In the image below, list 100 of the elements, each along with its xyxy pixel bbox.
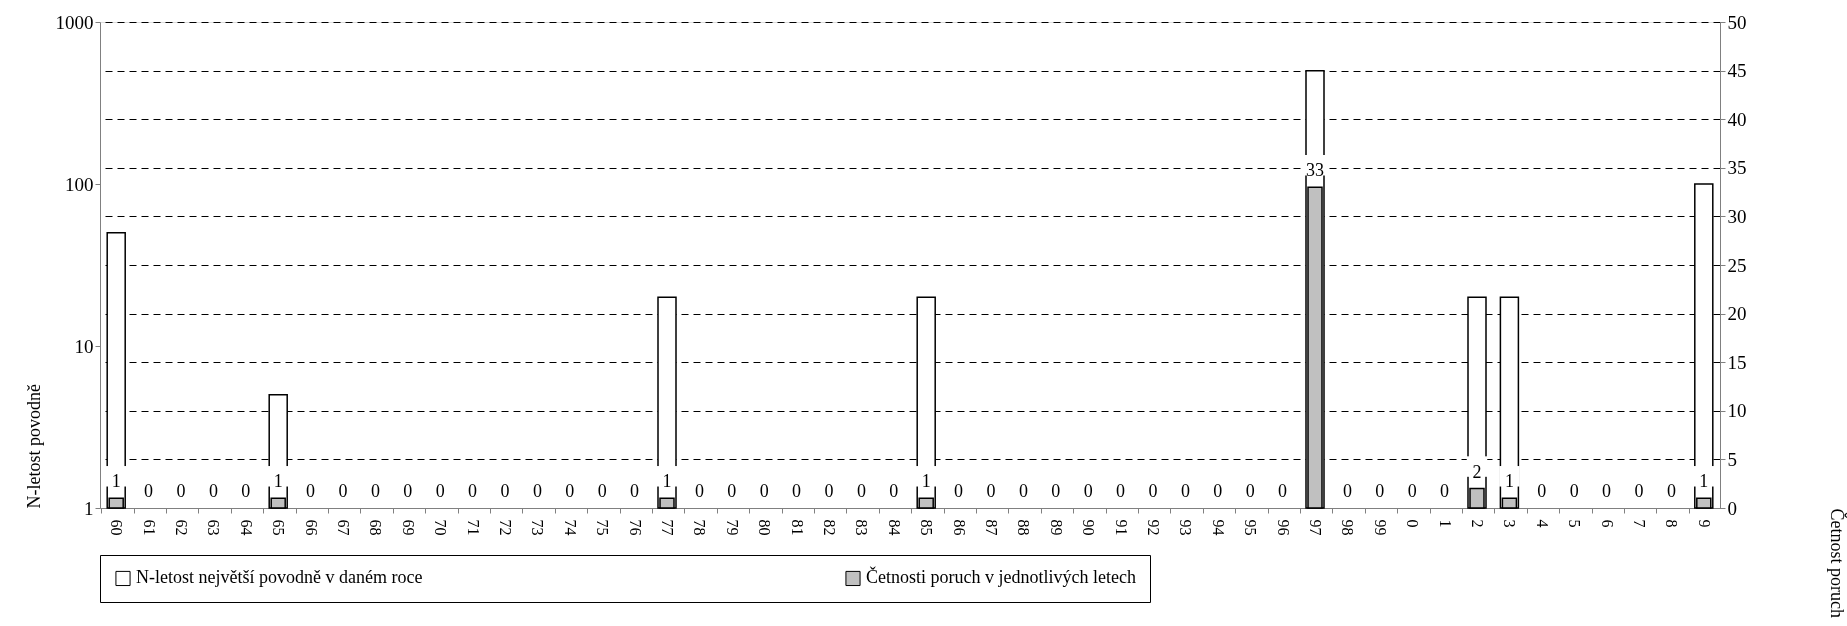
data-label: 0 [241,481,251,501]
data-label: 2 [1472,461,1482,482]
data-label: 0 [889,481,899,501]
y-tick-label: 100 [65,173,94,195]
data-label: 0 [727,481,737,501]
data-label: 0 [1602,481,1612,501]
data-label: 0 [1375,481,1385,501]
x-tick-label: 7 [1631,519,1648,528]
x-tick-label: 62 [173,519,190,536]
data-label: 0 [856,481,866,501]
x-tick-label: 97 [1307,519,1324,536]
x-tick-label: 82 [821,519,838,536]
y2-tick-label: 45 [1727,60,1747,82]
data-label: 0 [500,481,510,501]
data-label: 0 [824,481,834,501]
x-tick-label: 6 [1598,519,1616,528]
data-label: 0 [370,481,380,501]
x-tick-label: 2 [1469,519,1486,528]
data-label: 1 [1504,471,1514,492]
data-label: 0 [792,481,802,501]
data-label: 0 [1666,481,1676,501]
x-tick-label: 79 [723,519,741,536]
data-label: 0 [1051,481,1061,501]
x-tick-label: 76 [626,519,644,536]
data-label: 0 [1116,481,1126,501]
x-tick-label: 85 [918,519,936,536]
x-tick-label: 95 [1242,519,1260,536]
x-tick-label: 90 [1080,519,1098,536]
data-label: 0 [1634,481,1644,501]
data-label: 0 [630,481,640,501]
data-label: 0 [1148,481,1158,501]
x-tick-label: 60 [108,519,126,536]
data-label: 0 [1440,481,1450,501]
y2-tick-label: 25 [1727,254,1747,276]
data-label: 1 [273,471,283,492]
x-tick-label: 74 [561,519,579,536]
data-label: 0 [1083,481,1093,501]
x-tick-label: 92 [1145,519,1162,536]
x-tick-label: 4 [1533,519,1551,528]
data-label: 1 [111,471,121,492]
data-label: 0 [468,481,478,501]
y2-tick-label: 10 [1727,400,1747,422]
y2-tick-label: 30 [1727,205,1747,227]
y2-tick-label: 20 [1727,303,1747,325]
x-tick-label: 99 [1371,519,1389,536]
x-tick-label: 91 [1112,519,1130,536]
data-label: 0 [532,481,542,501]
x-tick-label: 70 [432,519,450,536]
x-tick-label: 96 [1274,519,1292,536]
data-label: 33 [1306,160,1324,181]
y2-tick-label: 35 [1727,157,1747,179]
data-label: 0 [208,481,218,501]
data-label: 0 [759,481,769,501]
x-tick-label: 8 [1663,519,1681,528]
data-label: 1 [662,471,672,492]
x-tick-label: 78 [691,519,709,536]
x-tick-label: 98 [1339,519,1357,536]
x-tick-label: 77 [659,519,676,536]
data-label: 0 [1180,481,1190,501]
x-tick-label: 81 [788,519,806,536]
data-label: 0 [403,481,413,501]
data-label: 0 [144,481,154,501]
x-tick-label: 80 [756,519,774,536]
x-tick-label: 68 [367,519,385,536]
x-tick-label: 3 [1501,519,1519,528]
x-tick-label: 88 [1015,519,1033,536]
data-label: 0 [986,481,996,501]
x-tick-label: 72 [497,519,514,536]
data-label: 1 [921,471,931,492]
x-tick-label: 73 [529,519,547,536]
y-tick-label: 1000 [55,11,94,33]
legend-label: N-letost největší povodně v daném roce [136,567,423,588]
data-label: 0 [1213,481,1223,501]
data-label: 0 [565,481,575,501]
x-tick-label: 84 [885,519,903,536]
x-tick-label: 1 [1436,519,1454,528]
data-label: 0 [1018,481,1028,501]
x-tick-label: 89 [1047,519,1065,536]
x-tick-label: 69 [399,519,417,536]
data-label: 0 [694,481,704,501]
y2-tick-label: 5 [1727,448,1737,470]
x-tick-label: 64 [237,519,255,536]
y2-tick-label: 50 [1727,11,1747,33]
x-tick-label: 5 [1566,519,1584,528]
x-tick-label: 66 [302,519,320,536]
data-label: 1 [1699,471,1709,492]
x-tick-label: 75 [594,519,612,536]
y-axis-title: N-letost povodně [23,384,44,509]
x-tick-label: 61 [140,519,158,536]
x-tick-label: 93 [1177,519,1195,536]
y2-tick-label: 40 [1727,108,1747,130]
data-label: 0 [306,481,316,501]
data-label: 0 [1537,481,1547,501]
data-label: 0 [1278,481,1288,501]
data-label: 0 [1342,481,1352,501]
x-tick-label: 65 [270,519,288,536]
x-tick-label: 94 [1209,519,1227,536]
x-tick-label: 63 [205,519,223,536]
x-tick-label: 9 [1695,519,1713,528]
data-label: 0 [338,481,348,501]
